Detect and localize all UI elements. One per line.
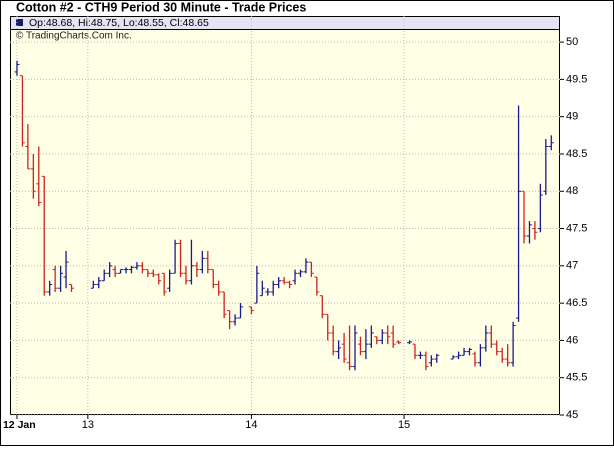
plot-area xyxy=(10,16,560,415)
y-tick-label: 47 xyxy=(566,260,578,272)
x-tick-label: 12 Jan xyxy=(3,419,36,431)
y-tick-label: 48.5 xyxy=(566,148,587,160)
chart-title: Cotton #2 - CTH9 Period 30 Minute - Trad… xyxy=(16,0,306,14)
x-tick-label: 15 xyxy=(398,419,410,431)
y-tick-label: 49.5 xyxy=(566,73,587,85)
y-tick-label: 45.5 xyxy=(566,372,587,384)
y-tick-label: 46 xyxy=(566,334,578,346)
y-tick-label: 45 xyxy=(566,409,578,421)
x-tick-label: 14 xyxy=(245,419,257,431)
legend-band xyxy=(10,16,560,30)
y-tick-label: 49 xyxy=(566,111,578,123)
x-tick-label: 13 xyxy=(82,419,94,431)
y-tick-label: 48 xyxy=(566,185,578,197)
legend-text: Op:48.68, Hi:48.75, Lo:48.55, Cl:48.65 xyxy=(29,17,209,29)
plot: 45 45.5 46 46.5 47 47.5 48 48.5 49 49.5 50 12 Jan 13… xyxy=(3,16,587,431)
y-tick-label: 47.5 xyxy=(566,222,587,234)
watermark: © TradingCharts.Com Inc. xyxy=(16,31,132,42)
legend-swatch xyxy=(16,19,23,26)
y-tick-label: 46.5 xyxy=(566,297,587,309)
y-tick-label: 50 xyxy=(566,36,578,48)
